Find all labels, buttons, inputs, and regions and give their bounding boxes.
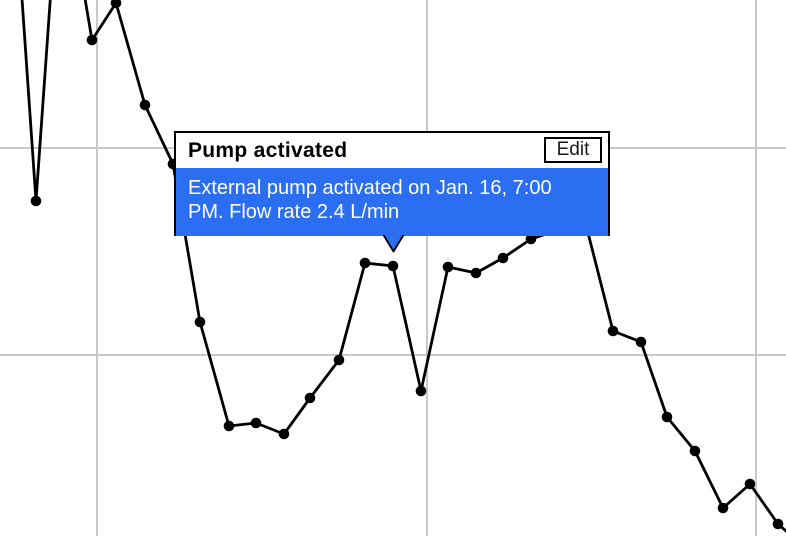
data-point-marker[interactable] [250,417,262,429]
data-point-marker[interactable] [278,428,290,440]
data-point-marker[interactable] [387,260,399,272]
data-point-marker[interactable] [717,502,729,514]
data-point-marker[interactable] [607,325,619,337]
annotation-edit-button[interactable]: Edit [544,137,602,163]
data-point-marker[interactable] [304,392,316,404]
annotation-pointer-icon [382,235,405,253]
data-point-marker[interactable] [442,261,454,273]
data-point-marker[interactable] [223,420,235,432]
data-point-marker[interactable] [333,354,345,366]
data-point-marker[interactable] [139,99,151,111]
data-point-marker[interactable] [744,478,756,490]
annotation-body-line-2: PM. Flow rate 2.4 L/min [188,201,400,223]
data-point-marker[interactable] [689,445,701,457]
series-line [20,0,786,533]
data-point-marker[interactable] [86,34,98,46]
data-point-marker[interactable] [359,257,371,269]
annotation-popup: Pump activated Edit External pump activa… [174,131,610,253]
data-point-marker[interactable] [661,411,673,423]
data-point-marker[interactable] [470,267,482,279]
data-point-marker[interactable] [772,518,784,530]
annotation-header: Pump activated Edit [176,133,608,168]
data-point-marker[interactable] [525,233,537,245]
data-point-marker[interactable] [194,316,206,328]
annotation-body-line-1: External pump activated on Jan. 16, 7:00 [188,177,552,199]
annotation-title: Pump activated [188,138,348,162]
data-point-marker[interactable] [110,0,122,9]
data-point-marker[interactable] [30,195,42,207]
data-point-marker[interactable] [415,385,427,397]
data-point-marker[interactable] [635,336,647,348]
annotation-body: External pump activated on Jan. 16, 7:00… [176,168,608,236]
data-point-marker[interactable] [497,252,509,264]
